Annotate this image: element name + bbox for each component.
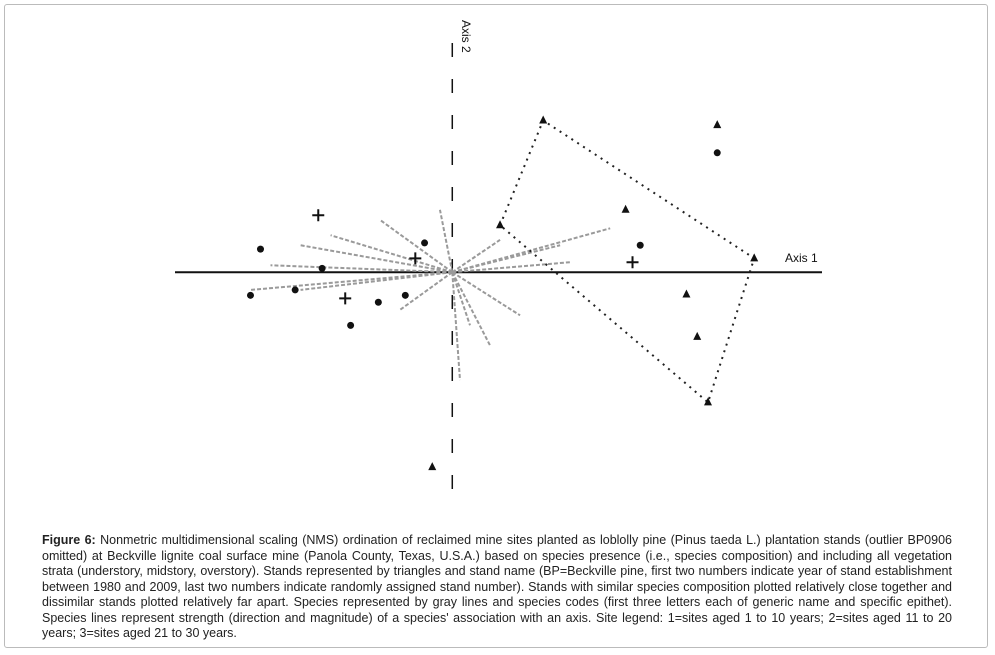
- caption-text: Nonmetric multidimensional scaling (NMS)…: [42, 533, 952, 640]
- site-plus: [626, 256, 639, 269]
- species-vector: [300, 271, 453, 291]
- site-circle: [246, 291, 254, 299]
- species-vector: [451, 271, 471, 326]
- ordination-plot: Axis 1 Axis 2: [175, 20, 822, 506]
- species-vector: [270, 264, 453, 274]
- species-vector: [250, 271, 453, 291]
- site-circle: [636, 241, 644, 249]
- site-triangle: [539, 115, 548, 124]
- species-vector: [451, 271, 521, 317]
- page-frame: [4, 4, 988, 648]
- site-triangle: [621, 204, 630, 213]
- site-circle: [256, 245, 264, 253]
- species-vector: [451, 272, 461, 381]
- site-triangle: [750, 253, 759, 262]
- caption-label: Figure 6:: [42, 533, 96, 547]
- site-circle: [713, 149, 721, 157]
- site-triangle: [693, 331, 702, 340]
- species-vector: [452, 261, 571, 274]
- species-vector: [330, 234, 453, 274]
- site-circle: [318, 264, 326, 272]
- species-vector: [399, 271, 453, 311]
- site-plus: [312, 209, 325, 222]
- site-plus: [409, 252, 422, 265]
- x-axis-label: Axis 1: [785, 251, 818, 265]
- species-vector: [379, 219, 453, 274]
- figure-caption: Figure 6: Nonmetric multidimensional sca…: [42, 533, 952, 642]
- site-plus: [339, 292, 352, 305]
- species-vector: [451, 239, 501, 274]
- site-triangle: [713, 120, 722, 129]
- y-axis-label: Axis 2: [459, 20, 473, 53]
- site-triangle: [496, 220, 505, 229]
- site-circle: [421, 239, 429, 247]
- site-circle: [347, 321, 355, 329]
- site-circle: [374, 298, 382, 306]
- site-triangle: [704, 397, 713, 406]
- site-triangle: [682, 289, 691, 298]
- site-circle: [401, 291, 409, 299]
- species-vector: [438, 209, 454, 273]
- site-circle: [291, 286, 299, 294]
- species-vector: [452, 227, 611, 274]
- site-triangle: [428, 462, 437, 471]
- species-vector: [451, 271, 491, 346]
- species-vector: [300, 244, 453, 274]
